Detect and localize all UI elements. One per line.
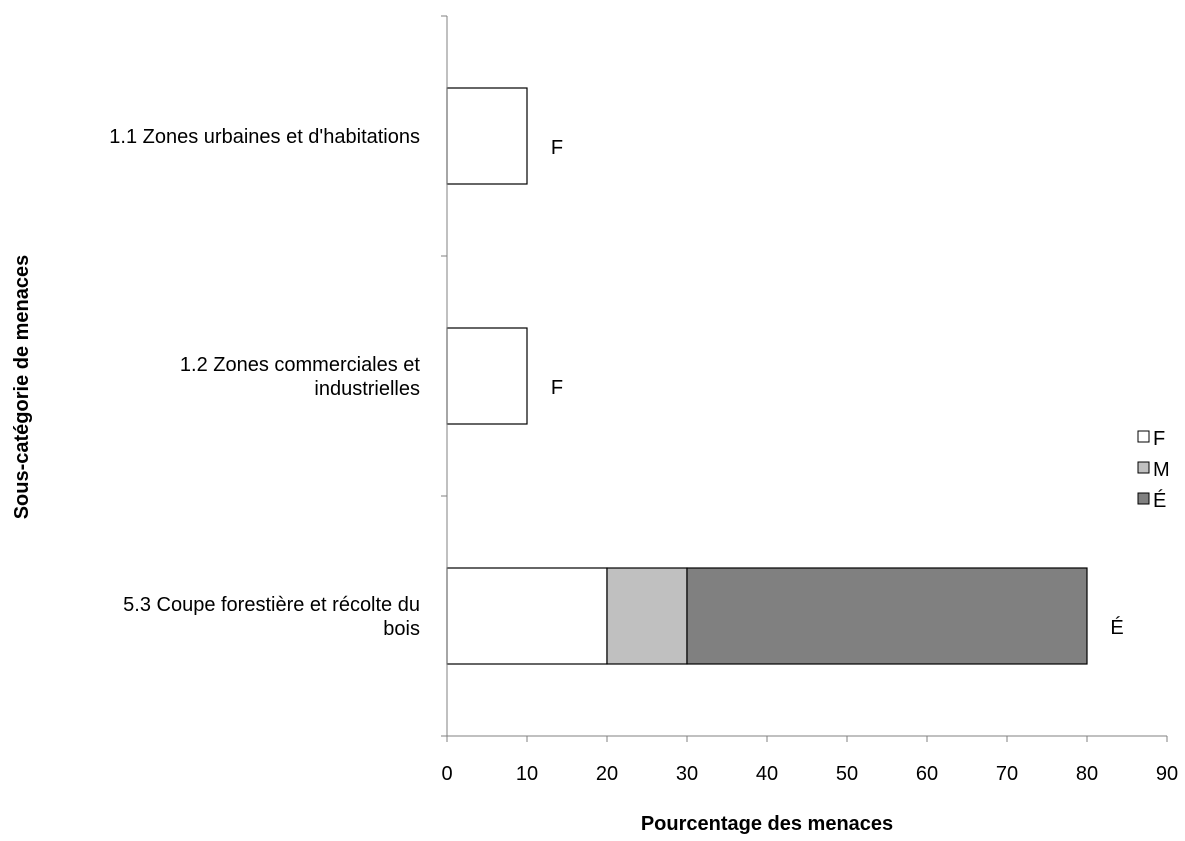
bar-3-F [446,567,608,665]
bar-2-F [446,327,528,425]
bar-1-F [446,87,528,185]
x-tick-label-80: 80 [1076,763,1098,785]
category-labels: 1.1 Zones urbaines et d'habitations 1.2 Z… [109,126,420,640]
x-axis-title: Pourcentage des menaces [641,813,893,835]
category-label-2-line-1: 1.2 Zones commerciales et [180,354,421,376]
legend-swatch-F [1137,430,1150,443]
category-label-1-line-1: 1.1 Zones urbaines et d'habitations [109,126,420,148]
legend: FMÉ [1137,428,1170,512]
x-tick-label-20: 20 [596,763,618,785]
legend-swatch-M [1137,461,1150,474]
x-tick-label-10: 10 [516,763,538,785]
x-tick-label-70: 70 [996,763,1018,785]
bar-3-M [606,567,688,665]
x-tick-label-40: 40 [756,763,778,785]
x-tick-label-30: 30 [676,763,698,785]
data-label-1: F [551,137,563,159]
legend-label-F: F [1153,428,1165,450]
y-axis-title: Sous-catégorie de menaces [11,255,33,520]
legend-swatch-É [1137,492,1150,505]
data-label-2: F [551,377,563,399]
x-tick-label-50: 50 [836,763,858,785]
bars-group [446,87,1088,665]
data-labels: F F É [551,137,1124,639]
category-label-3-line-1: 5.3 Coupe forestière et récolte du [123,594,420,616]
x-tick-label-90: 90 [1156,763,1178,785]
category-label-3-line-2: bois [383,618,420,640]
x-tick-label-0: 0 [441,763,452,785]
legend-label-É: É [1153,489,1166,512]
legend-label-M: M [1153,459,1170,481]
bar-3-É [686,567,1088,665]
data-label-3: É [1110,616,1123,639]
category-label-2-line-2: industrielles [314,378,420,400]
x-tick-label-60: 60 [916,763,938,785]
axes-group: 0 10 20 30 40 50 60 70 80 90 [441,15,1178,785]
